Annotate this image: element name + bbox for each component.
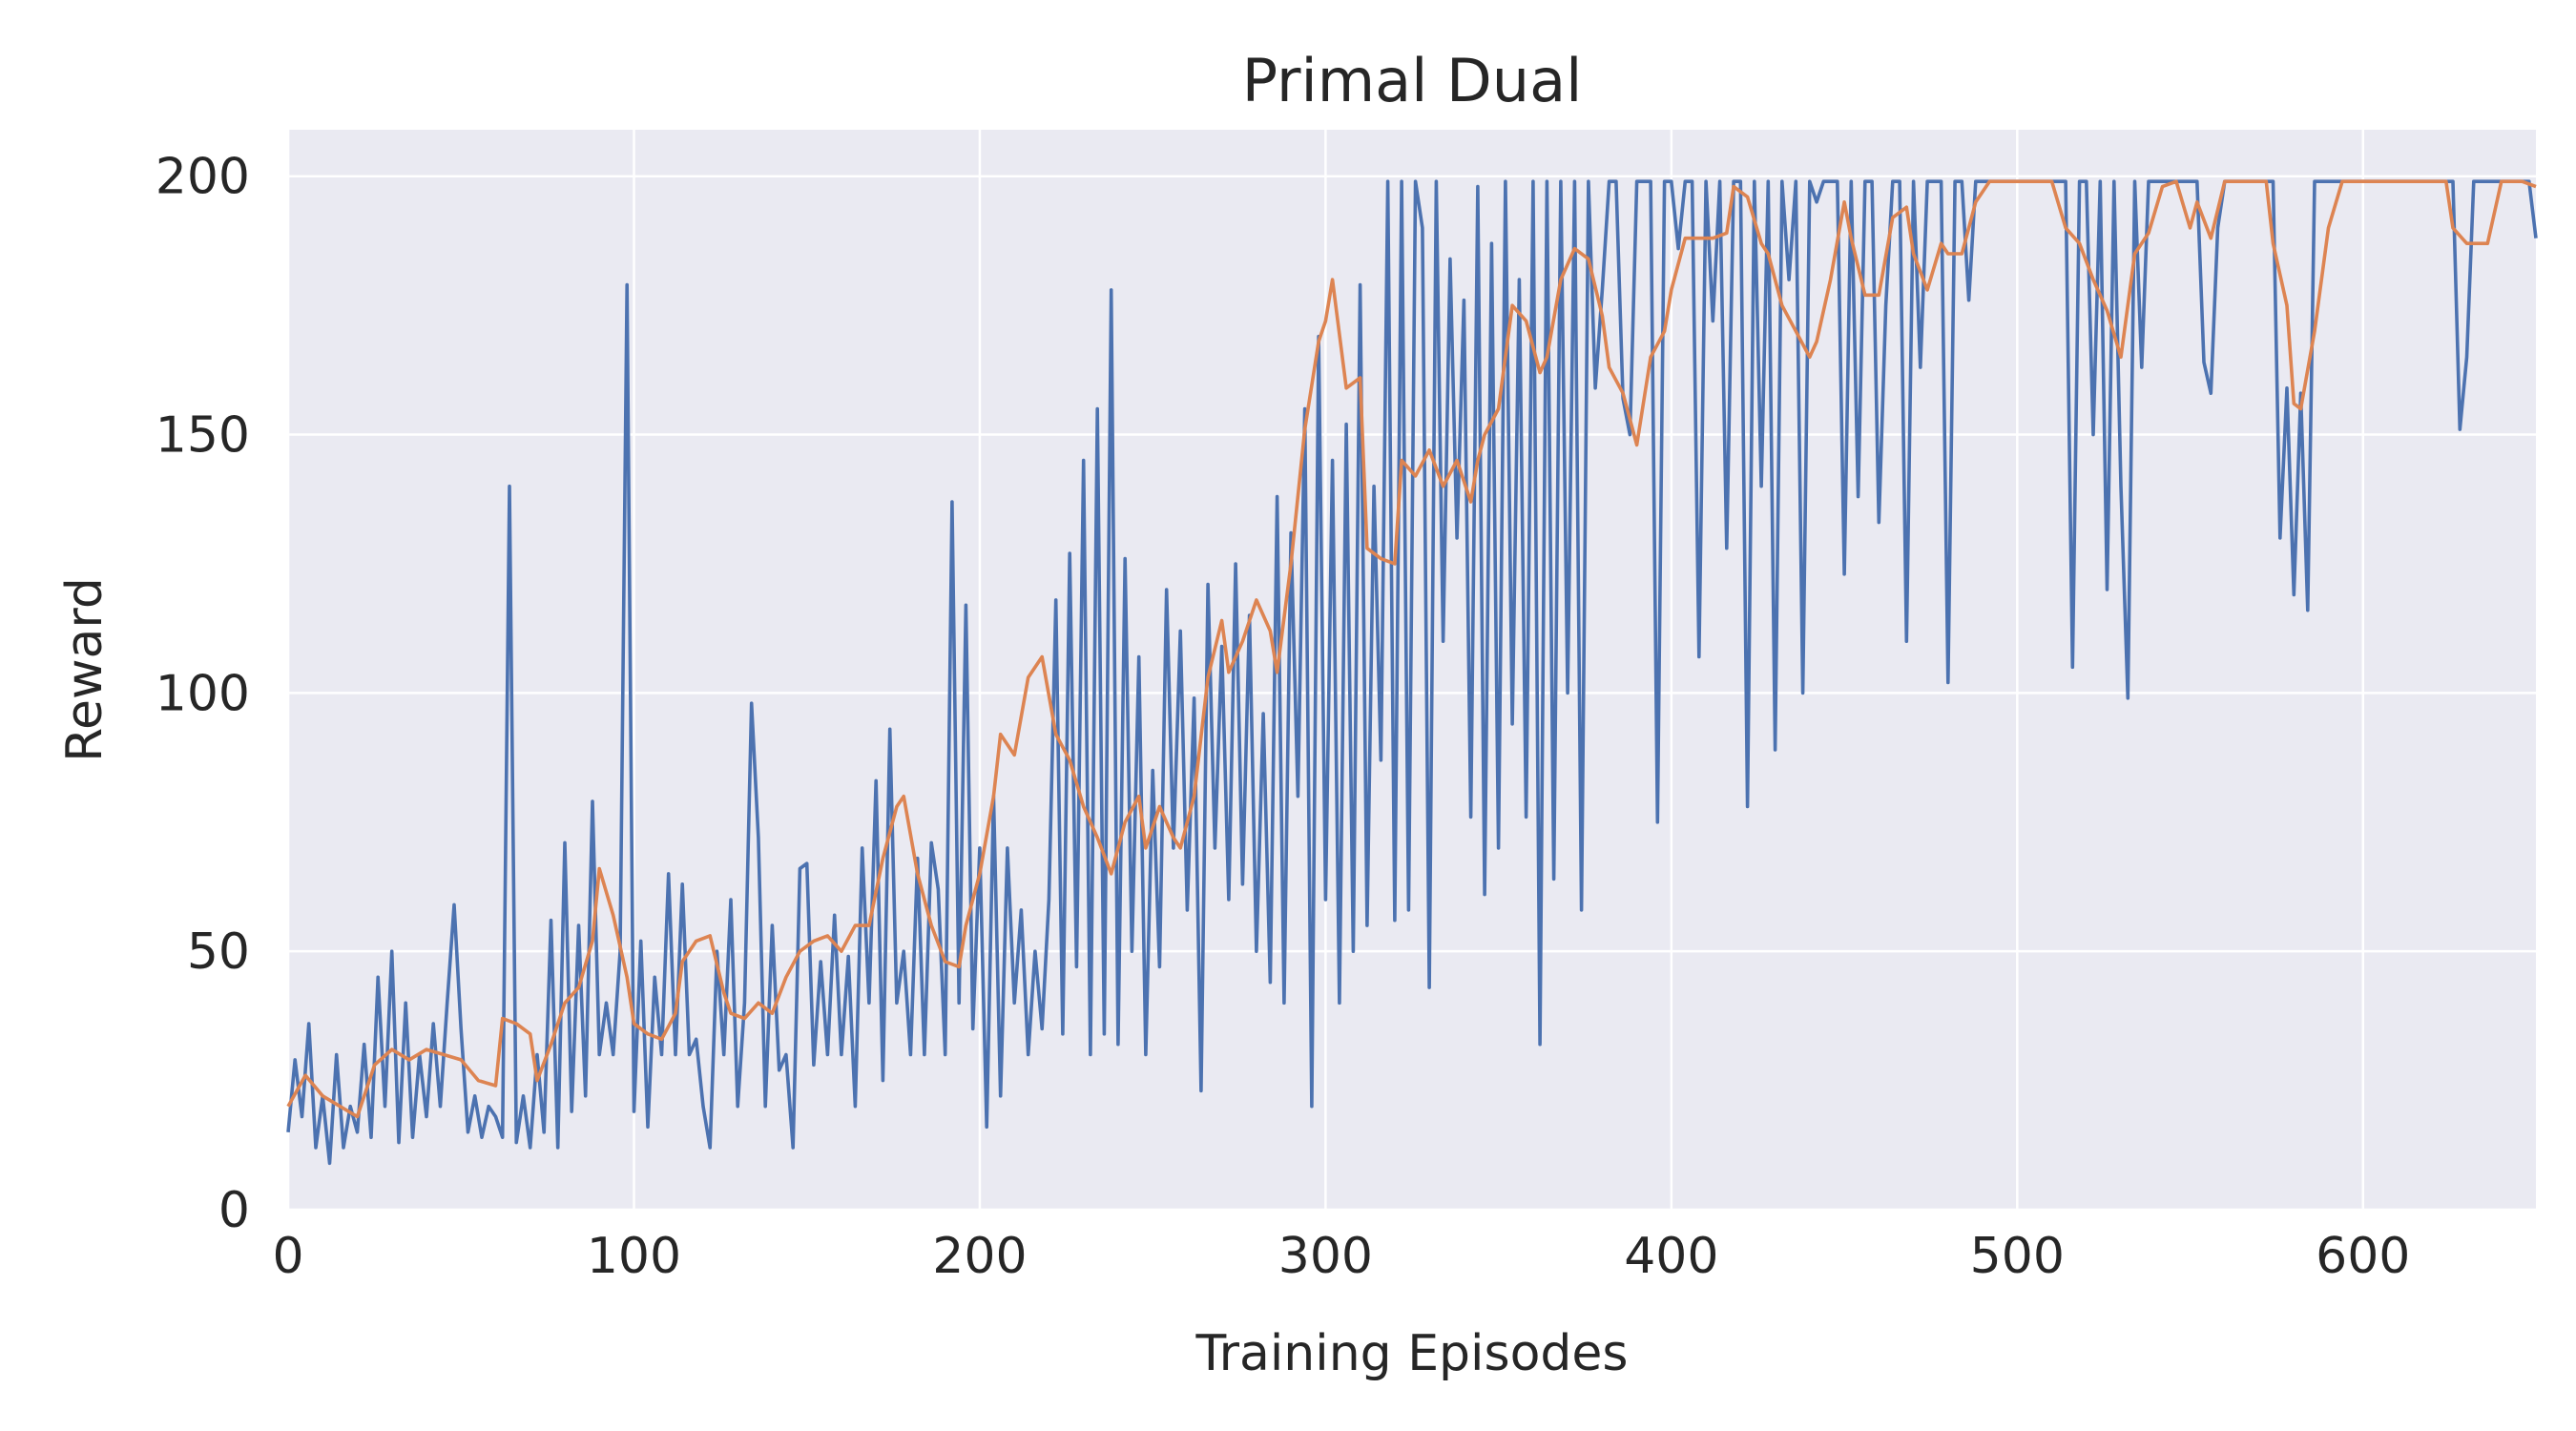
y-tick-label: 200 (156, 149, 250, 206)
reward-series-line (286, 179, 2538, 1166)
smoothed-reward-series-line (286, 179, 2537, 1119)
x-tick-label: 500 (1970, 1228, 2065, 1285)
y-tick-label: 100 (156, 665, 250, 722)
x-axis-label: Training Episodes (1195, 1325, 1628, 1382)
y-tick-label: 150 (156, 407, 250, 465)
x-axis: 0 100 200 300 400 500 600 (272, 1228, 2410, 1285)
x-tick-label: 300 (1278, 1228, 1373, 1285)
x-tick-label: 600 (2316, 1228, 2410, 1285)
x-tick-label: 100 (587, 1228, 681, 1285)
x-tick-label: 200 (932, 1228, 1027, 1285)
y-tick-label: 50 (187, 923, 250, 981)
y-axis: 0 50 100 150 200 (156, 149, 250, 1239)
series-layer (286, 179, 2538, 1166)
y-tick-label: 0 (218, 1182, 250, 1239)
chart-title: Primal Dual (1242, 46, 1583, 115)
x-tick-label: 0 (272, 1228, 303, 1285)
y-axis-label: Reward (56, 577, 114, 762)
x-tick-label: 400 (1624, 1228, 1718, 1285)
